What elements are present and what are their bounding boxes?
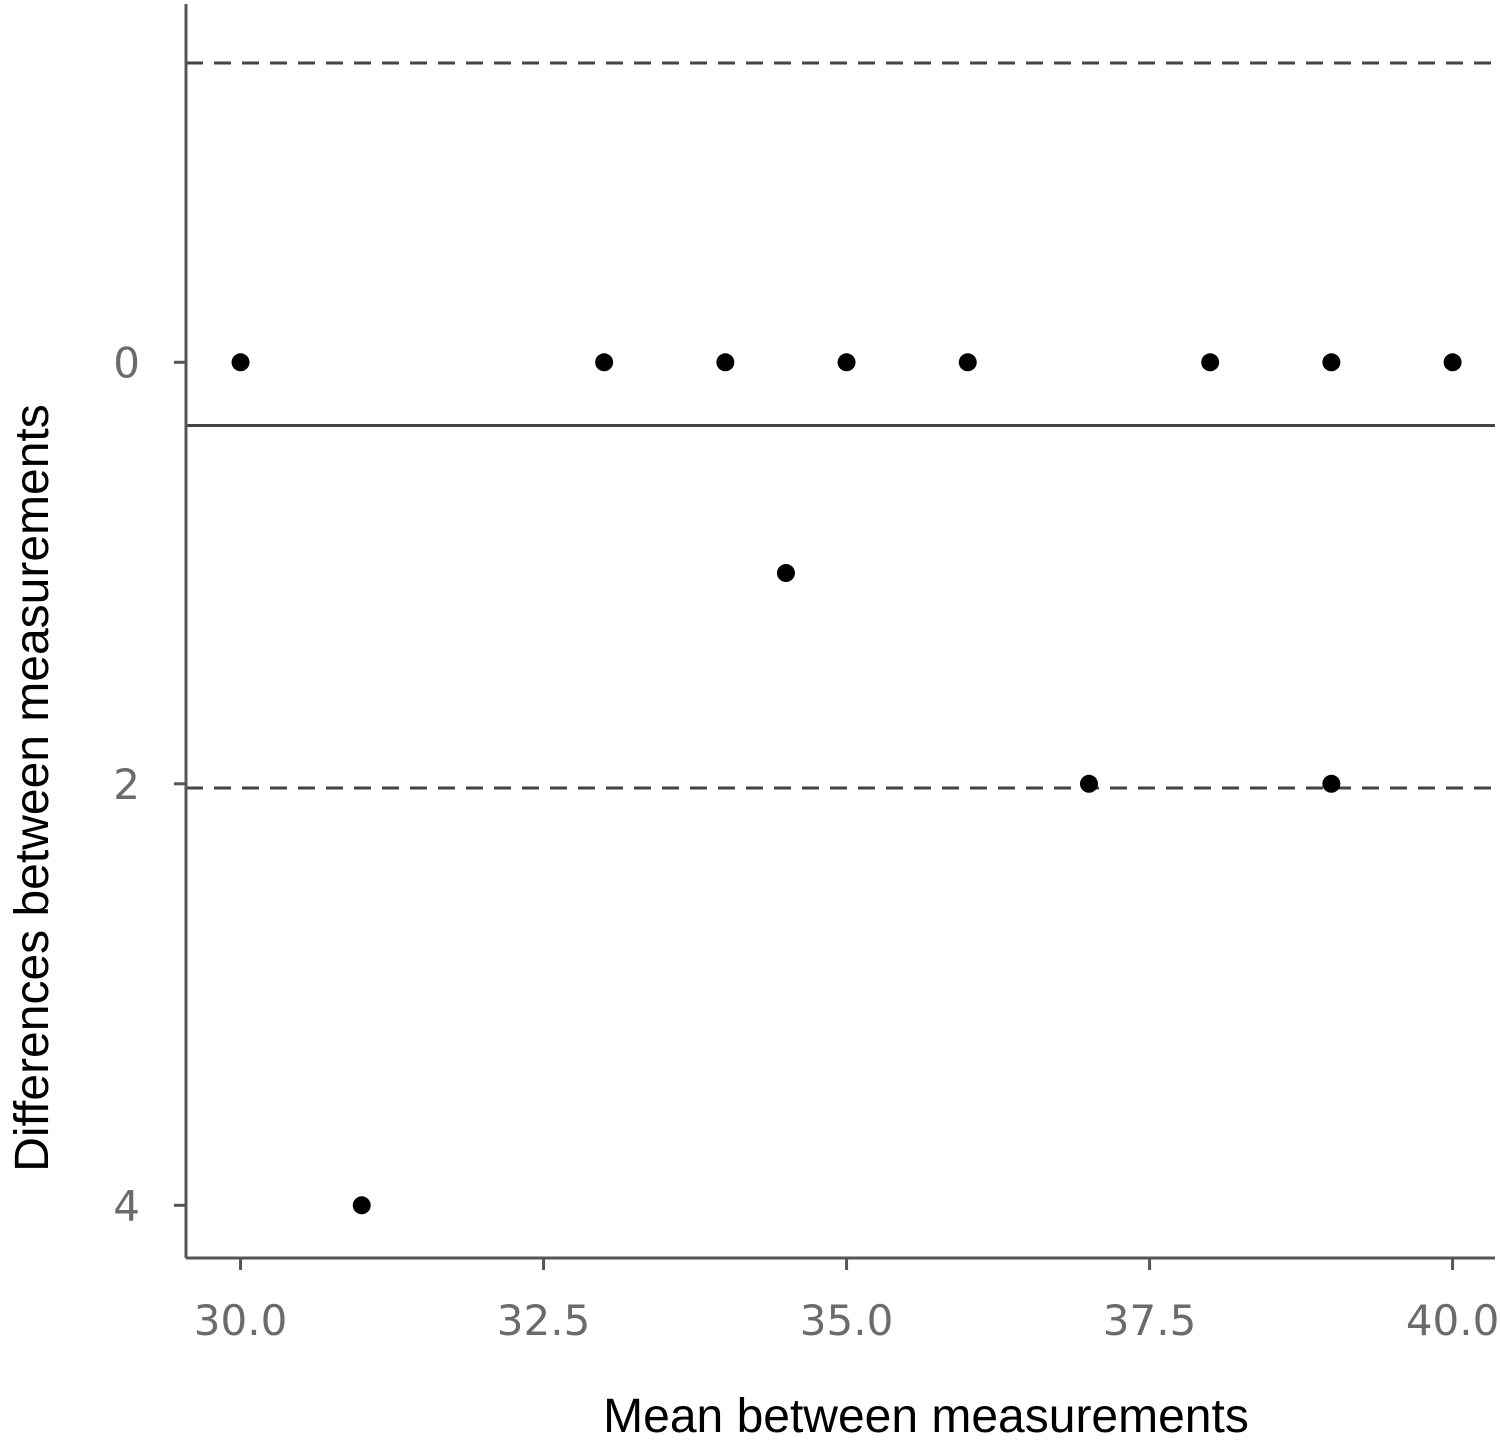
x-axis-ticks: 30.0 32.5 35.0 37.5 40.0 <box>194 1258 1500 1345</box>
data-point <box>352 1196 371 1215</box>
x-tick-label: 37.5 <box>1103 1296 1197 1345</box>
x-tick-label: 40.0 <box>1406 1296 1500 1345</box>
axes <box>184 4 1495 1260</box>
data-point <box>716 353 735 372</box>
x-tick-label: 32.5 <box>497 1296 591 1345</box>
y-axis-title: Differences between measurements <box>6 404 59 1172</box>
data-point <box>1443 353 1462 372</box>
data-point <box>1322 774 1341 793</box>
data-point <box>1201 353 1220 372</box>
data-points <box>231 353 1462 1215</box>
y-tick-label: 0 <box>113 338 140 387</box>
x-tick-label: 30.0 <box>194 1296 288 1345</box>
data-point <box>231 353 250 372</box>
data-point <box>1079 774 1098 793</box>
data-point <box>958 353 977 372</box>
data-point <box>837 353 856 372</box>
data-point <box>776 564 795 583</box>
x-tick-label: 35.0 <box>800 1296 894 1345</box>
y-tick-label: 2 <box>113 760 140 809</box>
data-point <box>595 353 614 372</box>
y-tick-label: 4 <box>113 1181 140 1230</box>
x-axis-title: Mean between measurements <box>603 1390 1249 1443</box>
reference-lines <box>186 61 1495 790</box>
data-point <box>1322 353 1341 372</box>
y-axis-ticks: 0 2 4 <box>113 338 186 1230</box>
